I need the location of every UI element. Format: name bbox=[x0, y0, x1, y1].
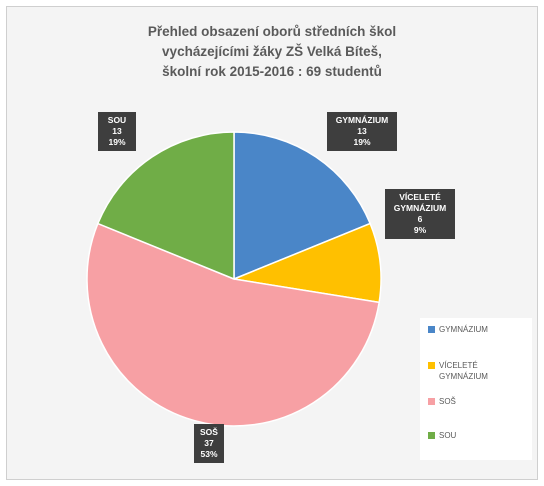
data-label-name-line-1: VÍCELETÉ bbox=[399, 192, 441, 202]
data-label-value: 13 bbox=[357, 126, 367, 136]
data-label-name: SOU bbox=[107, 115, 127, 125]
legend-label: GYMNÁZIUM bbox=[439, 325, 488, 334]
legend-label: VÍCELETÉ GYMNÁZIUM bbox=[439, 361, 488, 381]
data-label-name: GYMNÁZIUM bbox=[335, 115, 389, 125]
chart-title-line-2: vycházejícími žáky ZŠ Velká Bíteš, bbox=[162, 44, 382, 59]
data-label-name-line-2: GYMNÁZIUM bbox=[393, 203, 447, 213]
data-label-sou: SOU 13 19% bbox=[98, 112, 136, 151]
legend-swatch bbox=[428, 432, 435, 439]
legend-swatch bbox=[428, 398, 435, 405]
data-label-value: 13 bbox=[112, 126, 122, 136]
legend-swatch bbox=[428, 362, 435, 369]
legend-swatch bbox=[428, 326, 435, 333]
pie-slice-sos bbox=[86, 222, 380, 427]
chart-title-line-1: Přehled obsazení oborů středních škol bbox=[147, 24, 397, 39]
data-label-value: 37 bbox=[204, 438, 214, 448]
legend-label: SOU bbox=[439, 431, 457, 440]
data-label-name: SOŠ bbox=[200, 427, 218, 437]
data-label-value: 6 bbox=[417, 214, 423, 224]
chart-title: Přehled obsazení oborů středních škol vy… bbox=[0, 22, 544, 82]
data-label-percent: 53% bbox=[200, 449, 218, 459]
pie-slice-sou bbox=[96, 131, 235, 281]
data-label-sos: SOŠ 37 53% bbox=[194, 424, 224, 463]
data-label-percent: 19% bbox=[108, 137, 126, 147]
data-label-gymnazium: GYMNÁZIUM 13 19% bbox=[327, 112, 397, 151]
legend: GYMNÁZIUM VÍCELETÉ GYMNÁZIUM SOŠ SOU bbox=[420, 318, 532, 460]
data-label-percent: 9% bbox=[413, 225, 427, 235]
chart-title-line-3: školní rok 2015-2016 : 69 studentů bbox=[162, 64, 382, 79]
pie-slice-gymnazium bbox=[233, 131, 372, 281]
data-label-vicelete-gymnazium: VÍCELETÉ GYMNÁZIUM 6 9% bbox=[385, 189, 455, 239]
data-label-percent: 19% bbox=[353, 137, 371, 147]
legend-label: SOŠ bbox=[439, 397, 456, 406]
